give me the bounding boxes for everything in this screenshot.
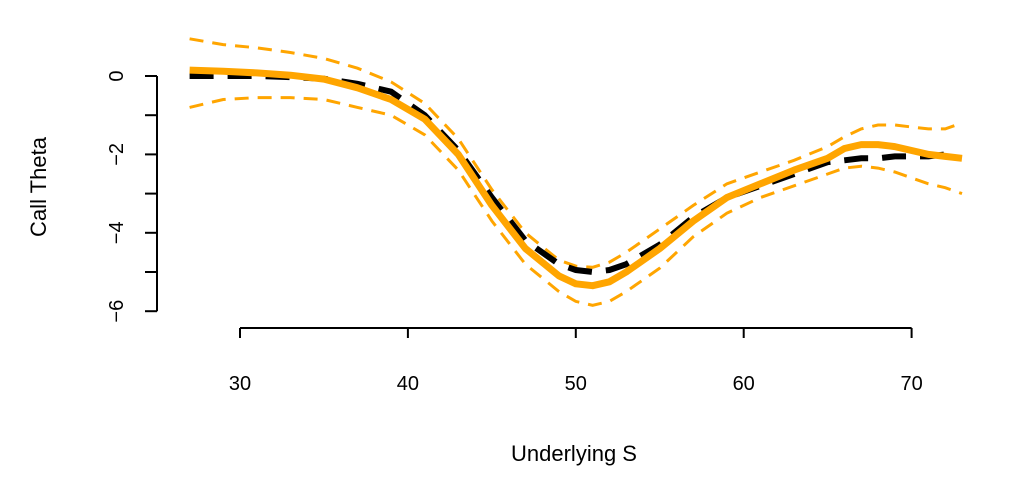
x-axis: 30 40 50 60 70	[229, 327, 923, 395]
y-tick-label-neg4: −4	[106, 221, 128, 244]
y-tick-label-neg6: −6	[106, 300, 128, 323]
plot-area	[189, 37, 963, 307]
x-tick-label-50: 50	[565, 373, 587, 395]
estimated-theta-line	[189, 66, 963, 290]
lower-confidence-line	[189, 96, 963, 307]
upper-confidence-line	[189, 37, 963, 269]
y-tick-label-0: 0	[106, 70, 128, 81]
x-tick-label-30: 30	[229, 373, 251, 395]
x-tick-label-70: 70	[900, 373, 922, 395]
x-axis-title: Underlying S	[511, 441, 637, 466]
x-tick-label-40: 40	[397, 373, 419, 395]
y-tick-label-neg2: −2	[106, 143, 128, 166]
x-tick-label-60: 60	[733, 373, 755, 395]
y-axis: 0 −2 −4 −6	[106, 70, 158, 323]
y-axis-title: Call Theta	[26, 136, 51, 237]
